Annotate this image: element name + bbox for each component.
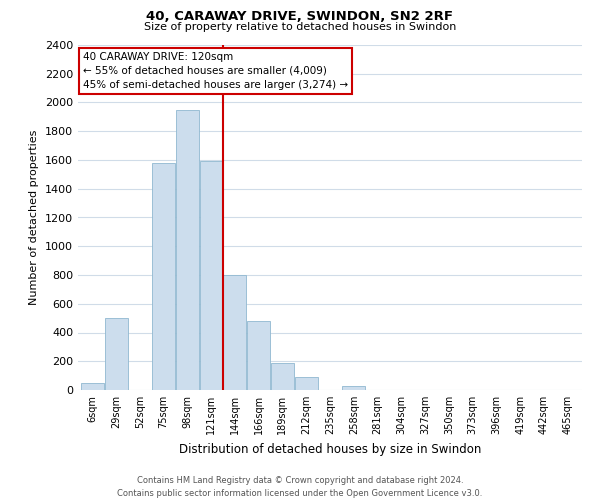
Bar — [223, 275, 247, 390]
Bar — [247, 321, 270, 390]
Bar — [342, 386, 365, 390]
X-axis label: Distribution of detached houses by size in Swindon: Distribution of detached houses by size … — [179, 442, 481, 456]
Bar — [176, 110, 199, 390]
Text: Size of property relative to detached houses in Swindon: Size of property relative to detached ho… — [144, 22, 456, 32]
Bar — [81, 383, 104, 390]
Text: Contains HM Land Registry data © Crown copyright and database right 2024.
Contai: Contains HM Land Registry data © Crown c… — [118, 476, 482, 498]
Bar — [271, 364, 294, 390]
Bar — [152, 163, 175, 390]
Text: 40 CARAWAY DRIVE: 120sqm
← 55% of detached houses are smaller (4,009)
45% of sem: 40 CARAWAY DRIVE: 120sqm ← 55% of detach… — [83, 52, 348, 90]
Bar — [104, 318, 128, 390]
Bar — [295, 377, 318, 390]
Y-axis label: Number of detached properties: Number of detached properties — [29, 130, 40, 305]
Text: 40, CARAWAY DRIVE, SWINDON, SN2 2RF: 40, CARAWAY DRIVE, SWINDON, SN2 2RF — [146, 10, 454, 23]
Bar — [200, 162, 223, 390]
